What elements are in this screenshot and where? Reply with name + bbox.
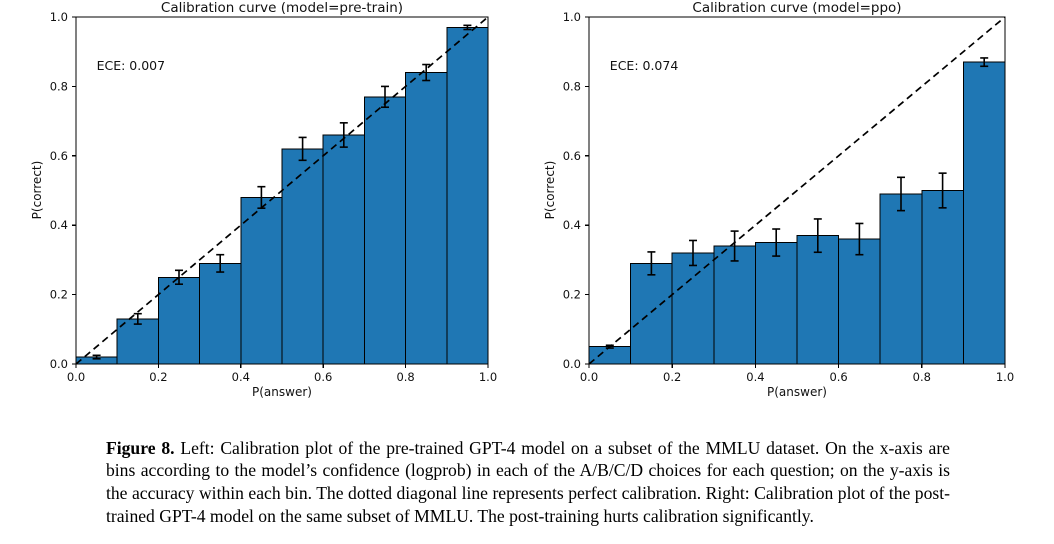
y-tick-label-0: 0.0	[50, 357, 68, 371]
y-tick-label-4: 0.8	[563, 79, 581, 93]
bar-bin-5	[796, 235, 840, 365]
y-tick-label-1: 0.2	[563, 288, 581, 302]
y-tick-label-2: 0.4	[50, 218, 68, 232]
x-tick-label-4: 0.8	[913, 370, 931, 384]
plot-frame	[75, 16, 489, 365]
x-tick-label-0: 0.0	[580, 370, 598, 384]
calibration-chart-ppo: 0.0 0.2 0.4 0.6 0.8 1.0 0.0 0.2 0.4 0.6 0.8 1.0 Cal…	[527, 0, 1054, 412]
y-tick-label-0: 0.0	[563, 357, 581, 371]
bar-bin-9	[446, 26, 489, 365]
y-tick-label-5: 1.0	[563, 10, 581, 24]
y-tick-label-1: 0.2	[50, 288, 68, 302]
bar-bin-3	[713, 245, 756, 365]
bar-bin-1	[116, 318, 159, 365]
x-tick-label-5: 1.0	[996, 370, 1014, 384]
y-tick-label-3: 0.6	[50, 149, 68, 163]
ece-annotation-pretrain: ECE: 0.007	[96, 58, 166, 73]
bar-bin-6	[838, 238, 881, 365]
bar-bin-0	[588, 346, 632, 365]
bar-bin-4	[240, 196, 283, 365]
y-tick-label-4: 0.8	[50, 79, 68, 93]
bar-bin-2	[671, 252, 715, 365]
x-tick-label-4: 0.8	[396, 370, 414, 384]
bar-bin-6	[322, 134, 365, 365]
perfect-calibration-line	[588, 16, 1006, 365]
bar-bin-3	[199, 262, 242, 365]
x-axis-label-pretrain: P(answer)	[252, 385, 312, 399]
calibration-plot-pretrain-svg: 0.0 0.2 0.4 0.6 0.8 1.0 0.0 0.2 0.4 0.6 0.8 1.0	[50, 10, 497, 384]
bar-bin-9	[962, 61, 1006, 365]
x-tick-label-3: 0.6	[314, 370, 332, 384]
x-tick-label-2: 0.4	[746, 370, 764, 384]
bar-bin-1	[630, 262, 673, 365]
bar-bin-7	[879, 193, 923, 365]
bar-bin-5	[281, 148, 324, 365]
figure-caption-label: Figure 8.	[106, 437, 175, 458]
calibration-plot-ppo-svg: 0.0 0.2 0.4 0.6 0.8 1.0 0.0 0.2 0.4 0.6 0.8 1.0	[563, 10, 1014, 384]
bar-bin-8	[921, 190, 964, 365]
figure-caption-text: Left: Calibration plot of the pre-traine…	[106, 437, 950, 526]
x-tick-label-2: 0.4	[232, 370, 250, 384]
y-axis-label-pretrain: P(correct)	[30, 160, 44, 220]
plot-frame	[588, 16, 1006, 365]
perfect-calibration-line	[75, 16, 489, 365]
chart-title-pretrain: Calibration curve (model=pre-train)	[160, 0, 404, 16]
x-tick-label-3: 0.6	[829, 370, 847, 384]
y-axis-label-ppo: P(correct)	[543, 160, 557, 220]
calibration-chart-pretrain: 0.0 0.2 0.4 0.6 0.8 1.0 0.0 0.2 0.4 0.6 0.8 1.0 Cal…	[0, 0, 527, 412]
y-tick-label-5: 1.0	[50, 10, 68, 24]
bar-bin-4	[754, 242, 798, 365]
x-tick-label-0: 0.0	[67, 370, 85, 384]
x-axis-label-ppo: P(answer)	[767, 385, 827, 399]
chart-title-ppo: Calibration curve (model=ppo)	[692, 0, 902, 16]
y-tick-label-2: 0.4	[563, 218, 581, 232]
x-tick-label-1: 0.2	[149, 370, 167, 384]
x-tick-label-5: 1.0	[479, 370, 497, 384]
ece-annotation-ppo: ECE: 0.074	[609, 58, 679, 73]
bar-bin-7	[363, 96, 407, 365]
figure-caption: Figure 8. Left: Calibration plot of the …	[106, 437, 950, 528]
x-tick-label-1: 0.2	[663, 370, 681, 384]
bar-bin-8	[405, 72, 448, 365]
y-tick-label-3: 0.6	[563, 149, 581, 163]
